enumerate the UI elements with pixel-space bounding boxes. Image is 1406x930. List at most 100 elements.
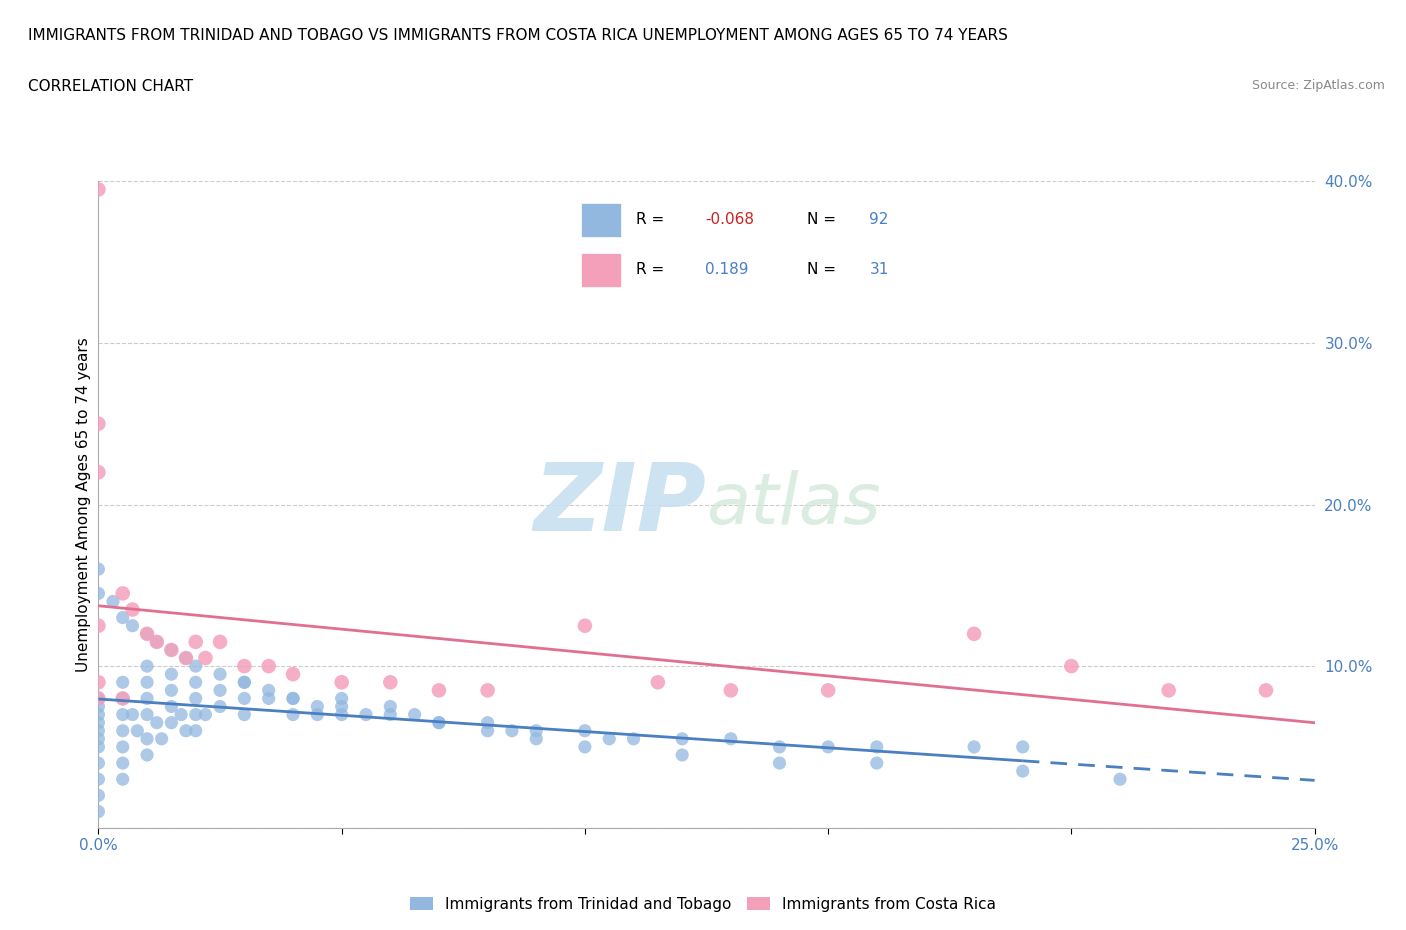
Point	[574, 739, 596, 754]
Point	[87, 788, 110, 803]
Point	[524, 731, 547, 746]
Point	[160, 667, 183, 682]
Point	[257, 683, 280, 698]
Point	[307, 707, 329, 722]
Point	[330, 707, 353, 722]
Point	[194, 707, 217, 722]
Point	[121, 602, 143, 617]
Point	[87, 772, 110, 787]
Point	[427, 715, 450, 730]
Point	[866, 739, 889, 754]
Point	[136, 675, 159, 690]
Point	[477, 724, 499, 738]
Point	[257, 658, 280, 673]
Point	[174, 651, 197, 666]
Point	[87, 755, 110, 770]
Point	[307, 699, 329, 714]
Point	[574, 618, 596, 633]
Point	[111, 755, 134, 770]
Point	[87, 562, 110, 577]
Point	[427, 683, 450, 698]
Point	[87, 707, 110, 722]
Point	[866, 755, 889, 770]
Point	[111, 707, 134, 722]
Point	[257, 691, 280, 706]
Point	[87, 182, 110, 197]
Point	[111, 586, 134, 601]
Point	[87, 715, 110, 730]
Point	[720, 683, 742, 698]
Point	[146, 634, 169, 649]
Point	[524, 724, 547, 738]
Text: atlas: atlas	[707, 470, 882, 539]
Point	[174, 724, 197, 738]
Point	[101, 594, 124, 609]
Point	[477, 683, 499, 698]
Point	[720, 731, 742, 746]
Point	[146, 634, 169, 649]
Point	[501, 724, 523, 738]
Point	[87, 691, 110, 706]
Point	[111, 675, 134, 690]
Point	[87, 417, 110, 432]
Point	[174, 651, 197, 666]
Point	[209, 634, 232, 649]
Point	[160, 699, 183, 714]
Point	[233, 691, 256, 706]
Text: IMMIGRANTS FROM TRINIDAD AND TOBAGO VS IMMIGRANTS FROM COSTA RICA UNEMPLOYMENT A: IMMIGRANTS FROM TRINIDAD AND TOBAGO VS I…	[28, 28, 1008, 43]
Point	[281, 691, 304, 706]
Point	[209, 683, 232, 698]
Point	[330, 699, 353, 714]
Point	[194, 651, 217, 666]
Point	[233, 658, 256, 673]
Point	[768, 755, 790, 770]
Point	[121, 618, 143, 633]
Point	[136, 748, 159, 763]
Point	[146, 715, 169, 730]
Point	[1060, 658, 1083, 673]
Point	[281, 707, 304, 722]
Point	[160, 643, 183, 658]
Point	[160, 643, 183, 658]
Point	[136, 658, 159, 673]
Point	[281, 691, 304, 706]
Point	[160, 683, 183, 698]
Point	[671, 731, 693, 746]
Point	[1157, 683, 1180, 698]
Point	[184, 707, 207, 722]
Point	[233, 675, 256, 690]
Point	[233, 675, 256, 690]
Point	[380, 675, 402, 690]
Point	[111, 772, 134, 787]
Point	[281, 667, 304, 682]
Point	[184, 691, 207, 706]
Point	[136, 627, 159, 642]
Point	[87, 586, 110, 601]
Point	[209, 699, 232, 714]
Legend: Immigrants from Trinidad and Tobago, Immigrants from Costa Rica: Immigrants from Trinidad and Tobago, Imm…	[404, 890, 1002, 918]
Point	[136, 691, 159, 706]
Point	[127, 724, 149, 738]
Point	[87, 691, 110, 706]
Point	[111, 724, 134, 738]
Point	[87, 731, 110, 746]
Point	[170, 707, 193, 722]
Point	[184, 658, 207, 673]
Point	[623, 731, 645, 746]
Point	[817, 739, 839, 754]
Point	[1109, 772, 1132, 787]
Point	[1011, 764, 1033, 778]
Point	[121, 707, 143, 722]
Point	[671, 748, 693, 763]
Point	[111, 691, 134, 706]
Point	[574, 724, 596, 738]
Text: Source: ZipAtlas.com: Source: ZipAtlas.com	[1251, 79, 1385, 92]
Point	[1254, 683, 1277, 698]
Point	[87, 739, 110, 754]
Point	[136, 707, 159, 722]
Point	[354, 707, 377, 722]
Point	[647, 675, 669, 690]
Point	[477, 715, 499, 730]
Point	[111, 739, 134, 754]
Point	[87, 675, 110, 690]
